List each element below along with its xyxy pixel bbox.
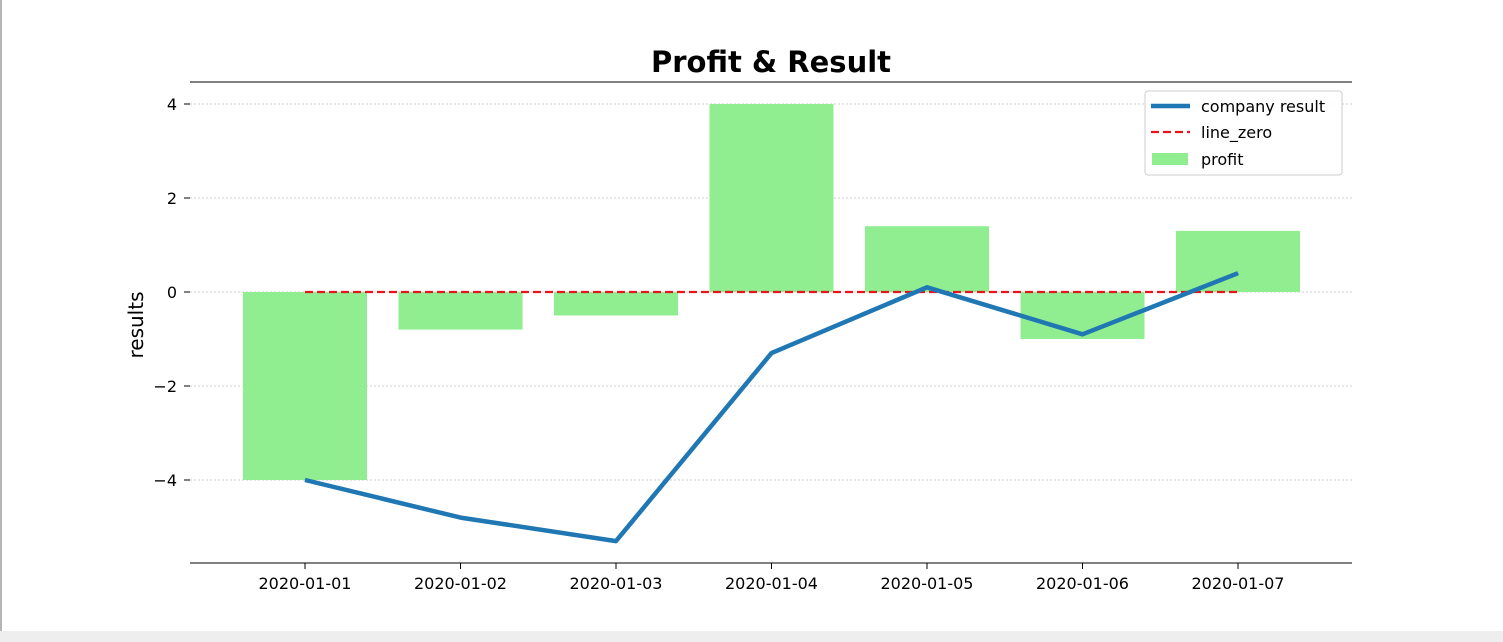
- bottom-panel-strip: [0, 631, 1503, 642]
- x-tick-label: 2020-01-01: [259, 574, 352, 593]
- x-tick-label: 2020-01-06: [1036, 574, 1129, 593]
- profit-bar: [865, 226, 989, 292]
- company-result-point: [1237, 272, 1239, 274]
- legend-label: company result: [1201, 97, 1325, 116]
- profit-bar: [1176, 230, 1300, 292]
- legend-box: [1144, 90, 1343, 176]
- x-tick-label: 2020-01-07: [1192, 574, 1285, 593]
- y-tick-label: 2: [167, 189, 177, 208]
- company-result-point: [1082, 333, 1083, 335]
- y-tick-label: −4: [153, 471, 177, 490]
- company-result-point: [926, 286, 928, 288]
- legend-label: line_zero: [1201, 123, 1272, 143]
- company-result-point: [460, 517, 461, 519]
- y-tick-label: −2: [153, 377, 177, 396]
- series-lines: [304, 271, 1239, 544]
- company-result-point: [304, 479, 306, 481]
- x-tick-label: 2020-01-03: [570, 574, 663, 593]
- window-left-border: [0, 0, 2, 642]
- profit-bar: [709, 104, 834, 292]
- company-result-point: [771, 352, 772, 354]
- profit-bar: [398, 292, 523, 330]
- x-tick-label: 2020-01-02: [414, 574, 507, 593]
- y-axis-label: results: [124, 291, 148, 358]
- chart-title: Profit & Result: [651, 45, 891, 79]
- x-tick-label: 2020-01-04: [725, 574, 818, 593]
- company-result-point: [615, 540, 617, 542]
- legend-label: profit: [1201, 150, 1244, 169]
- x-tick-label: 2020-01-05: [881, 574, 974, 593]
- profit-bar: [554, 292, 678, 316]
- axes: 4 2 0 −2 −4 2020-01-01 2020-01-02 2020-01-03 202…: [153, 81, 1352, 593]
- y-tick-label: 0: [167, 283, 177, 302]
- y-tick-label: 4: [167, 95, 177, 114]
- profit-bar: [243, 292, 367, 480]
- legend-swatch-profit: [1152, 153, 1188, 165]
- profit-bar: [1020, 292, 1145, 339]
- profit-bars: [243, 104, 1300, 480]
